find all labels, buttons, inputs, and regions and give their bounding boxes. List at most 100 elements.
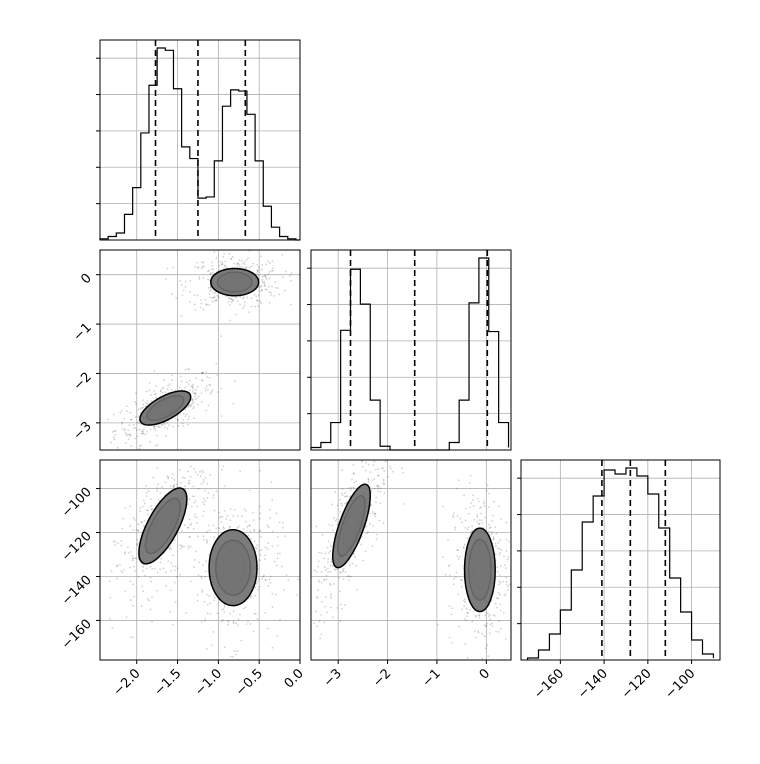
joint-0-1-sample [166,422,169,424]
joint-0-1-sample [246,296,249,299]
joint-1-2-sample [379,490,382,493]
hist-2-axes [517,460,720,660]
joint-0-2-sample [134,519,136,521]
joint-1-2-sample [361,457,363,459]
joint-1-2-sample [485,625,488,628]
joint-1-2-sample [455,571,458,574]
joint-0-2-sample [233,650,236,653]
joint-0-1-sample [192,383,195,386]
joint-0-1-sample [284,289,286,292]
joint-0-1-sample [206,303,208,306]
joint-1-2-sample [344,492,346,495]
joint-0-2-sample [145,495,148,497]
joint-1-2-sample [474,614,477,617]
joint-1-2-sample [492,538,495,541]
joint-0-2-sample [266,627,269,630]
joint-0-1-sample [274,281,276,284]
joint-1-2-sample [328,523,331,526]
joint-0-1-sample [158,426,161,429]
joint-0-2-sample [139,510,142,513]
joint-0-2-sample [297,578,299,581]
joint-0-1-sample [261,281,264,283]
joint-0-2-sample [221,469,223,471]
joint-1-2-sample [302,587,304,589]
joint-0-2-sample [220,609,223,611]
joint-0-1-sample [211,264,214,267]
joint-1-2-sample [506,558,509,561]
joint-0-1-sample [149,428,152,431]
joint-0-1-sample [267,273,270,276]
joint-0-1-sample [116,446,119,449]
joint-0-1-sample [135,403,137,405]
joint-1-2-sample [327,571,330,574]
joint-0-1-sample [207,389,209,391]
joint-0-2-sample [129,566,131,569]
joint-0-1-sample [166,267,169,270]
joint-0-2-sample [173,484,175,487]
joint-0-2-sample [280,565,283,568]
joint-1-2-sample [348,496,351,498]
xtick-label-2-1: −140 [575,666,611,702]
joint-0-2-sample [200,575,203,578]
joint-0-1-sample [145,390,148,393]
joint-0-2-sample [253,612,256,615]
joint-0-1-sample [160,423,163,426]
joint-0-2-sample [207,524,210,527]
joint-0-1-sample [256,271,259,274]
joint-1-2-sample [472,499,474,501]
joint-0-1-sample [220,335,223,338]
joint-1-2-sample [360,543,363,546]
joint-1-2-sample [392,454,394,456]
joint-0-1-sample [191,389,194,392]
joint-0-1-sample [231,299,234,301]
joint-0-1-sample [228,297,231,300]
joint-0-1-sample [231,256,234,258]
joint-0-2-sample [205,594,208,596]
joint-0-2-sample [192,566,195,568]
joint-0-2-sample [129,599,132,601]
joint-0-1-sample [180,380,183,383]
joint-0-1-sample [136,435,139,438]
joint-0-2-sample [269,581,272,584]
joint-0-2-sample [173,539,176,541]
joint-0-1-sample [132,423,135,426]
joint-0-2-sample [141,585,143,588]
joint-1-2-sample [327,552,330,554]
joint-0-2-sample [210,644,213,647]
joint-1-2-sample [487,506,490,509]
joint-1-2-sample [500,565,502,567]
joint-0-1-sample [186,423,189,426]
joint-1-2-sample [373,478,376,480]
joint-0-2-sample [227,621,230,623]
joint-1-2-sample [362,559,365,562]
joint-0-2-sample [194,513,196,516]
joint-1-2-sample [317,565,319,568]
joint-1-2-sample [456,549,459,552]
joint-1-2-sample [456,555,459,558]
joint-0-2-sample [263,558,266,561]
joint-0-1-sample [128,433,131,436]
joint-0-1-sample [121,427,124,430]
joint-0-1-sample [162,386,165,389]
joint-1-2-sample [467,612,469,614]
joint-1-2-sample [374,515,377,518]
joint-0-1-sample [220,415,223,418]
joint-1-2-sample [476,691,478,693]
joint-0-2-sample [203,497,205,500]
joint-0-1-sample [263,285,266,288]
joint-0-1-sample [210,288,213,291]
joint-1-2-sample [505,521,508,524]
joint-0-2-sample [137,542,139,545]
joint-0-2-sample [170,561,172,564]
joint-0-2-sample [223,510,226,512]
joint-0-2-sample [182,454,184,456]
joint-0-1-sample [233,380,236,383]
joint-0-2-sample [193,559,196,561]
joint-1-2-sample [487,655,490,658]
joint-0-1-sample [196,294,199,297]
joint-0-2-sample [226,619,229,622]
joint-0-1-sample [129,418,132,421]
joint-0-1-sample [243,263,246,266]
joint-0-2-sample [147,597,149,600]
joint-0-1-sample [204,298,207,301]
